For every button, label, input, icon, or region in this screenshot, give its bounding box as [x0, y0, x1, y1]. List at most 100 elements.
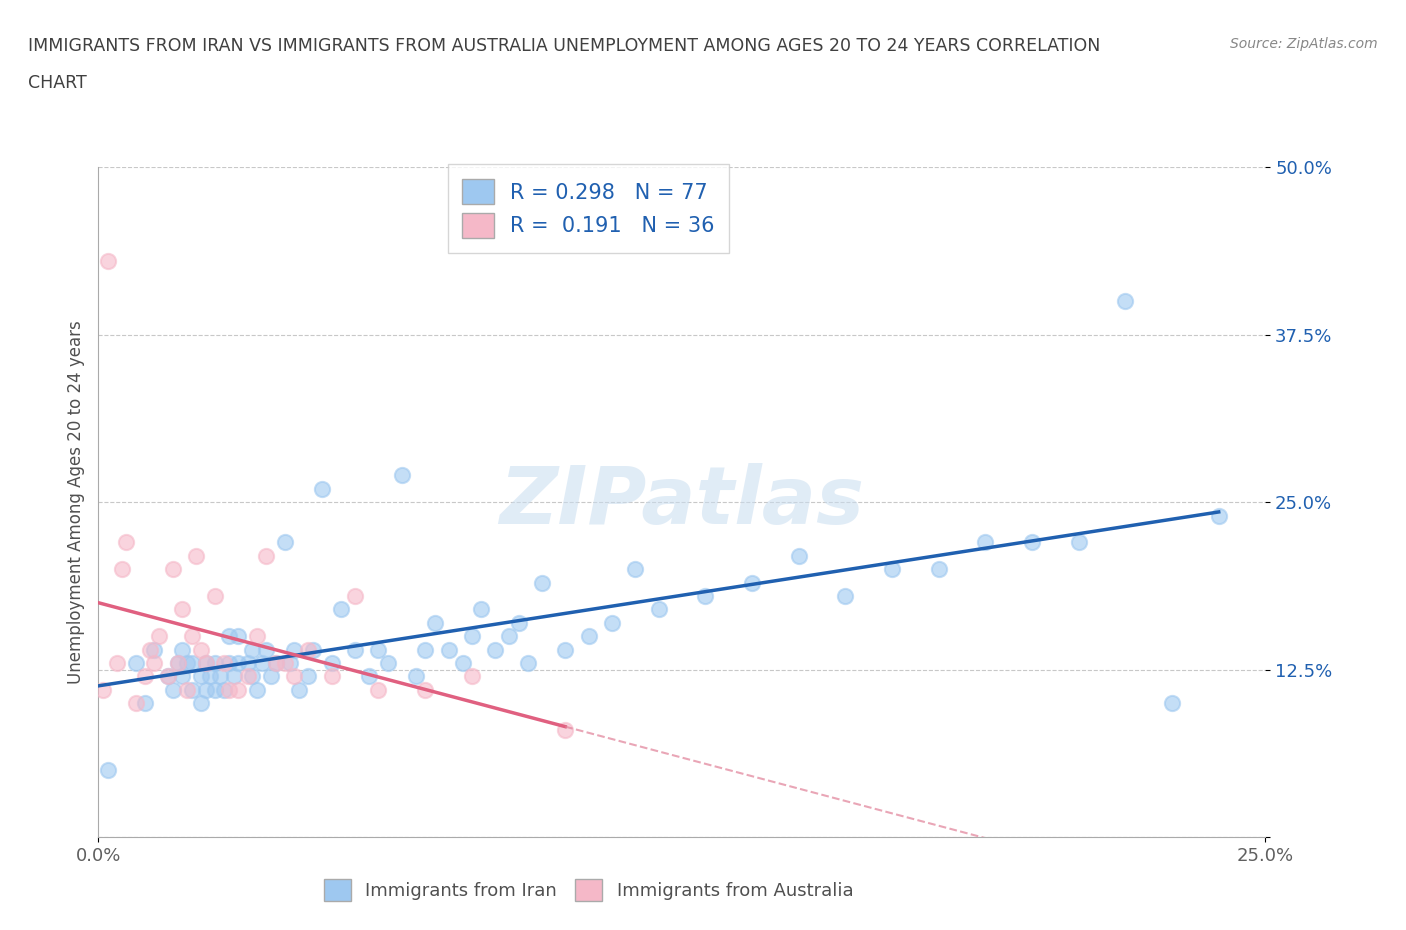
Text: ZIPatlas: ZIPatlas	[499, 463, 865, 541]
Point	[554, 642, 576, 657]
Point	[166, 656, 188, 671]
Y-axis label: Unemployment Among Ages 20 to 24 years: Unemployment Among Ages 20 to 24 years	[66, 320, 84, 684]
Point	[242, 669, 264, 684]
Point	[125, 696, 148, 711]
Point	[218, 683, 240, 698]
Point	[344, 589, 367, 604]
Point	[461, 629, 484, 644]
Point	[264, 656, 287, 671]
Point	[413, 683, 436, 698]
Point	[1067, 535, 1090, 550]
Point	[204, 656, 226, 671]
Point	[250, 656, 273, 671]
Point	[91, 683, 114, 698]
Point	[283, 669, 305, 684]
Point	[741, 575, 763, 590]
Point	[274, 656, 297, 671]
Point	[176, 683, 198, 698]
Point	[157, 669, 180, 684]
Legend: Immigrants from Iran, Immigrants from Australia: Immigrants from Iran, Immigrants from Au…	[316, 871, 860, 909]
Point	[834, 589, 856, 604]
Point	[139, 642, 162, 657]
Point	[204, 589, 226, 604]
Point	[297, 669, 319, 684]
Point	[218, 629, 240, 644]
Point	[125, 656, 148, 671]
Point	[190, 642, 212, 657]
Point	[437, 642, 460, 657]
Point	[367, 642, 389, 657]
Point	[311, 482, 333, 497]
Point	[461, 669, 484, 684]
Point	[172, 602, 194, 617]
Point	[214, 656, 236, 671]
Point	[162, 683, 184, 698]
Point	[344, 642, 367, 657]
Point	[97, 763, 120, 777]
Point	[274, 535, 297, 550]
Point	[214, 683, 236, 698]
Point	[578, 629, 600, 644]
Point	[208, 669, 231, 684]
Point	[228, 629, 250, 644]
Point	[194, 656, 217, 671]
Point	[1161, 696, 1184, 711]
Point	[377, 656, 399, 671]
Point	[242, 642, 264, 657]
Point	[297, 642, 319, 657]
Point	[413, 642, 436, 657]
Point	[423, 616, 446, 631]
Point	[172, 642, 194, 657]
Point	[246, 629, 269, 644]
Point	[880, 562, 903, 577]
Point	[508, 616, 530, 631]
Point	[1208, 508, 1230, 523]
Text: IMMIGRANTS FROM IRAN VS IMMIGRANTS FROM AUSTRALIA UNEMPLOYMENT AMONG AGES 20 TO : IMMIGRANTS FROM IRAN VS IMMIGRANTS FROM …	[28, 37, 1101, 55]
Point	[498, 629, 520, 644]
Point	[236, 669, 259, 684]
Point	[516, 656, 538, 671]
Point	[1114, 294, 1136, 309]
Point	[134, 696, 156, 711]
Point	[222, 669, 245, 684]
Point	[647, 602, 669, 617]
Point	[484, 642, 506, 657]
Point	[115, 535, 138, 550]
Point	[367, 683, 389, 698]
Point	[172, 669, 194, 684]
Text: CHART: CHART	[28, 74, 87, 92]
Point	[288, 683, 311, 698]
Point	[283, 642, 305, 657]
Point	[278, 656, 301, 671]
Point	[330, 602, 353, 617]
Point	[260, 669, 283, 684]
Point	[470, 602, 492, 617]
Point	[194, 656, 217, 671]
Point	[180, 629, 202, 644]
Point	[236, 656, 259, 671]
Point	[359, 669, 381, 684]
Point	[321, 656, 343, 671]
Point	[166, 656, 188, 671]
Point	[176, 656, 198, 671]
Point	[624, 562, 647, 577]
Point	[162, 562, 184, 577]
Point	[600, 616, 623, 631]
Point	[405, 669, 427, 684]
Point	[180, 656, 202, 671]
Point	[143, 656, 166, 671]
Point	[787, 549, 810, 564]
Point	[391, 468, 413, 483]
Point	[228, 683, 250, 698]
Point	[218, 656, 240, 671]
Point	[204, 683, 226, 698]
Point	[974, 535, 997, 550]
Point	[256, 642, 278, 657]
Point	[554, 723, 576, 737]
Point	[190, 696, 212, 711]
Point	[321, 669, 343, 684]
Point	[143, 642, 166, 657]
Point	[148, 629, 170, 644]
Point	[1021, 535, 1043, 550]
Point	[111, 562, 134, 577]
